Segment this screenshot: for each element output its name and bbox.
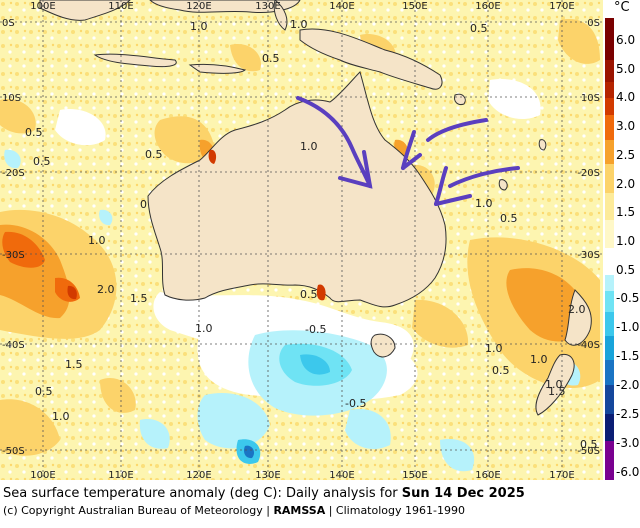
lon-tick-bottom-6: 160E [475, 470, 500, 480]
legend-label-2: 4.0 [616, 91, 635, 103]
contour-label-5: 0.5 [145, 148, 163, 161]
map-credit: (c) Copyright Australian Bureau of Meteo… [3, 504, 465, 517]
contour-label-14: 1.0 [485, 342, 503, 355]
lon-tick-top-2: 120E [186, 1, 211, 12]
contour-label-18: -0.5 [345, 397, 366, 410]
lon-tick-bottom-1: 110E [108, 470, 133, 480]
contour-label-23: 1.0 [52, 410, 70, 423]
legend-label-6: 1.5 [616, 206, 635, 218]
lat-tick-left-5: -50S [2, 446, 25, 457]
contour-label-16: 0.5 [492, 364, 510, 377]
lat-tick-right-0: 0S [587, 18, 600, 29]
contour-label-11: 2.0 [97, 283, 115, 296]
legend-swatch-1 [605, 60, 614, 82]
lon-tick-top-3: 130E [255, 1, 280, 12]
legend-swatch-10 [605, 291, 614, 312]
legend-swatch-15 [605, 414, 614, 441]
lon-tick-bottom-7: 170E [549, 470, 574, 480]
legend-swatch-2 [605, 82, 614, 98]
lat-tick-right-3: -30S [577, 250, 600, 261]
legend-label-4: 2.5 [616, 149, 635, 161]
legend-swatch-7 [605, 193, 614, 220]
legend-label-10: -1.0 [616, 321, 639, 333]
contour-label-22: 0.5 [35, 385, 53, 398]
contour-label-6: 1.0 [475, 197, 493, 210]
lon-tick-bottom-4: 140E [329, 470, 354, 480]
lat-tick-left-4: -40S [2, 340, 25, 351]
lat-tick-right-2: -20S [577, 168, 600, 179]
contour-label-2: 0.5 [262, 52, 280, 65]
contour-label-24: 1.5 [65, 358, 83, 371]
lat-tick-right-4: -40S [577, 340, 600, 351]
lat-tick-right-1: 10S [581, 93, 600, 104]
legend-swatch-14 [605, 385, 614, 414]
lat-tick-left-2: -20S [2, 168, 25, 179]
legend-label-11: -1.5 [616, 350, 639, 362]
lon-tick-bottom-2: 120E [186, 470, 211, 480]
legend-swatch-6 [605, 164, 614, 193]
caption-prefix: Sea surface temperature anomaly (deg C):… [3, 486, 402, 501]
credit-bold: RAMSSA [273, 504, 325, 517]
contour-label-25: 0.5 [580, 438, 598, 451]
legend-label-5: 2.0 [616, 178, 635, 190]
legend-swatch-13 [605, 360, 614, 385]
legend-label-0: 6.0 [616, 34, 635, 46]
legend-swatch-0 [605, 18, 614, 60]
contour-label-10: 1.0 [195, 322, 213, 335]
contour-label-21: 1.5 [548, 385, 566, 398]
legend-swatch-12 [605, 336, 614, 360]
credit-prefix: (c) Copyright Australian Bureau of Meteo… [3, 504, 273, 517]
contour-label-8: 0 [140, 198, 147, 211]
sst-anomaly-map: 100E 100E 110E 110E 120E 120E 130E 130E 140E 140E… [0, 0, 603, 480]
contour-label-26: 1.0 [190, 20, 208, 33]
legend-label-14: -3.0 [616, 437, 639, 449]
contour-label-19: 2.0 [568, 303, 586, 316]
lat-tick-left-1: 10S [2, 93, 21, 104]
lon-tick-bottom-3: 130E [255, 470, 280, 480]
contour-label-4: 0.5 [33, 155, 51, 168]
contour-label-13: 0.5 [300, 288, 318, 301]
contour-label-27: 1.0 [300, 140, 318, 153]
contour-label-15: -0.5 [305, 323, 326, 336]
lon-tick-top-0: 100E [30, 1, 55, 12]
legend-label-8: 0.5 [616, 264, 635, 276]
contour-label-7: 0.5 [500, 212, 518, 225]
contour-label-9: 1.0 [88, 234, 106, 247]
legend-swatch-5 [605, 140, 614, 164]
lon-tick-top-6: 160E [475, 1, 500, 12]
legend-label-16: -6.0 [616, 466, 639, 478]
contour-label-1: 0.5 [470, 22, 488, 35]
lat-tick-left-3: -30S [2, 250, 25, 261]
lon-tick-bottom-5: 150E [402, 470, 427, 480]
legend-swatch-9 [605, 275, 614, 291]
legend-label-3: 3.0 [616, 120, 635, 132]
legend-label-1: 5.0 [616, 63, 635, 75]
legend-label-12: -2.0 [616, 379, 639, 391]
lon-tick-top-7: 170E [549, 1, 574, 12]
lon-tick-top-4: 140E [329, 1, 354, 12]
legend-swatch-11 [605, 312, 614, 336]
contour-label-12: 1.5 [130, 292, 148, 305]
credit-suffix: | Climatology 1961-1990 [325, 504, 465, 517]
lon-tick-top-5: 150E [402, 1, 427, 12]
legend-label-13: -2.5 [616, 408, 639, 420]
lat-tick-left-0: 0S [2, 18, 15, 29]
legend-swatch-3 [605, 98, 614, 115]
legend-swatch-4 [605, 115, 614, 140]
legend-unit: °C [614, 0, 630, 15]
map-canvas: 100E 100E 110E 110E 120E 120E 130E 130E 140E 140E… [0, 0, 603, 480]
contour-label-3: 0.5 [25, 126, 43, 139]
legend-swatch-16 [605, 441, 614, 480]
contour-label-0: 1.0 [290, 18, 308, 31]
contour-label-20: 1.0 [530, 353, 548, 366]
map-caption: Sea surface temperature anomaly (deg C):… [3, 486, 525, 501]
legend-swatch-8 [605, 220, 614, 248]
legend-label-9: -0.5 [616, 292, 639, 304]
legend-label-7: 1.0 [616, 235, 635, 247]
caption-date: Sun 14 Dec 2025 [402, 486, 525, 501]
lon-tick-top-1: 110E [108, 1, 133, 12]
lon-tick-bottom-0: 100E [30, 470, 55, 480]
color-legend: °C 6.0 5.0 4.0 3.0 2.5 2.0 1.5 1.0 0.5 -0.5 -1.0 -1… [603, 0, 640, 480]
